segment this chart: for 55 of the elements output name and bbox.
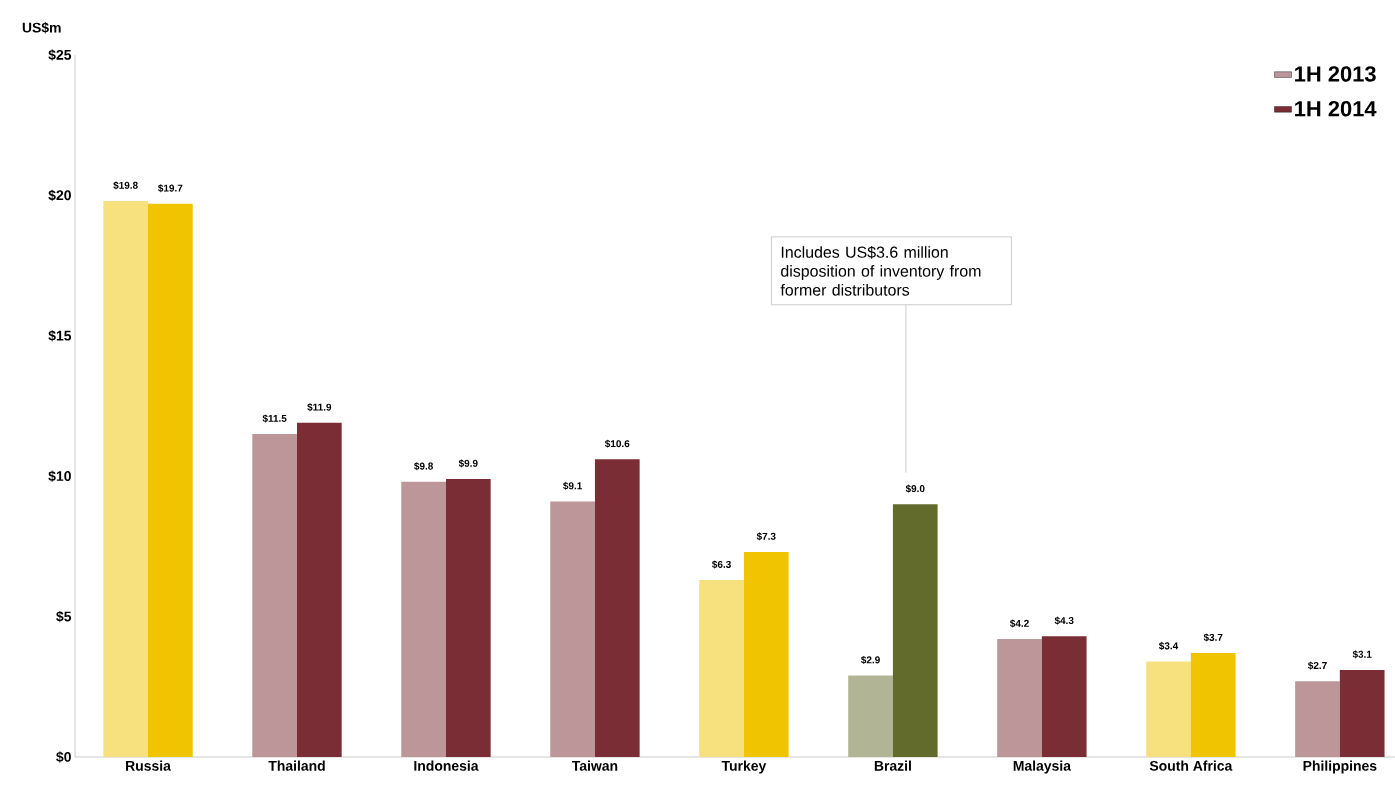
- y-tick-label: $10: [48, 470, 71, 482]
- data-label: $2.9: [860, 655, 880, 665]
- bar: [1146, 661, 1191, 757]
- x-tick-label: Russia: [126, 760, 171, 771]
- data-label: $10.6: [604, 439, 630, 448]
- y-tick-label: $15: [48, 330, 72, 342]
- data-label: $2.7: [1307, 661, 1327, 670]
- bar: [252, 434, 297, 757]
- bar: [743, 552, 789, 757]
- x-tick-label: Malaysia: [1013, 760, 1072, 774]
- data-label: $4.2: [1009, 619, 1029, 628]
- data-label: $9.8: [414, 462, 433, 471]
- data-label: $19.8: [113, 181, 138, 190]
- data-label: $11.5: [262, 414, 287, 423]
- data-label: $3.7: [1203, 633, 1223, 642]
- data-label: $4.3: [1054, 616, 1074, 625]
- bar: [997, 639, 1042, 757]
- data-label: $7.3: [756, 532, 776, 541]
- data-label: $9.9: [458, 459, 478, 468]
- data-label: $9.1: [563, 481, 583, 490]
- legend-label: 1H 2014: [1295, 100, 1377, 117]
- x-tick-label: Turkey: [721, 760, 767, 774]
- data-label: $3.4: [1158, 641, 1179, 650]
- annotation: Includes US$3.6 million disposition of inventory from former distributors: [780, 245, 981, 296]
- x-tick-label: Brazil: [874, 760, 911, 771]
- data-label: $11.9: [307, 403, 332, 412]
- x-tick-label: Philippines: [1303, 760, 1377, 774]
- x-tick-label: Indonesia: [414, 760, 479, 771]
- y-tick-label: $0: [56, 751, 71, 763]
- bar: [1041, 636, 1087, 757]
- data-label: $9.0: [905, 484, 925, 493]
- bar: [892, 504, 938, 757]
- data-label: $3.1: [1352, 650, 1372, 659]
- y-tick-label: $5: [56, 610, 72, 623]
- y-axis-title: US$m: [22, 22, 61, 34]
- bar: [594, 459, 640, 757]
- data-label: $6.3: [712, 560, 731, 569]
- bar: [699, 580, 744, 757]
- bar: [401, 481, 446, 757]
- legend-label: 1H 2013: [1295, 66, 1376, 82]
- bar: [296, 422, 342, 757]
- bar: [148, 203, 193, 757]
- x-tick-label: Thailand: [268, 760, 325, 771]
- bar: [1190, 653, 1236, 757]
- y-tick-label: $25: [48, 49, 72, 61]
- bar: [445, 479, 491, 757]
- bar: [550, 501, 595, 757]
- y-tick-label: $20: [48, 189, 71, 202]
- x-tick-label: Taiwan: [571, 760, 618, 771]
- bar: [1295, 681, 1340, 757]
- x-tick-label: South Africa: [1149, 760, 1233, 771]
- data-label: $19.7: [158, 184, 183, 193]
- bar: [848, 675, 893, 757]
- bar: [1339, 669, 1385, 757]
- bar: [103, 201, 148, 757]
